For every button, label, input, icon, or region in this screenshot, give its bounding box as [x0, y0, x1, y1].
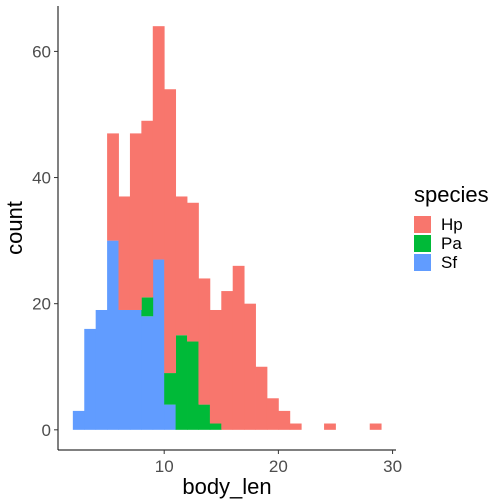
- histogram-bar-pa-13: [198, 404, 211, 430]
- legend-swatch-hp: [414, 216, 431, 233]
- histogram-bar-hp-7: [129, 133, 142, 310]
- histogram-bar-sf-7: [129, 309, 142, 430]
- histogram-bar-hp-5: [107, 133, 119, 241]
- histogram-bar-sf-5: [107, 240, 119, 430]
- histogram-bars: [72, 26, 382, 430]
- legend-title: species: [414, 182, 489, 207]
- y-axis-title: count: [2, 201, 27, 255]
- histogram-bar-hp-10: [164, 89, 177, 374]
- x-tick-label-10: 10: [155, 457, 174, 476]
- legend-swatch-pa: [414, 235, 431, 252]
- histogram-bar-hp-8: [141, 120, 154, 298]
- legend-label-hp: Hp: [441, 215, 463, 234]
- histogram-bar-hp-13: [198, 278, 211, 405]
- histogram-bar-hp-17: [244, 303, 256, 430]
- histogram-bar-pa-10: [164, 373, 177, 405]
- histogram-bar-hp-12: [187, 202, 199, 342]
- x-axis-ticks: 10 20 30: [155, 450, 402, 476]
- histogram-bar-hp-20: [278, 410, 291, 430]
- histogram-bar-hp-28: [369, 423, 382, 430]
- histogram-bar-hp-21: [289, 423, 302, 430]
- histogram-bar-hp-15: [221, 291, 234, 430]
- legend-swatch-sf: [414, 254, 431, 271]
- y-axis-ticks: 0 20 40 60: [32, 42, 58, 440]
- histogram-bar-hp-9: [152, 26, 165, 260]
- x-tick-label-30: 30: [383, 457, 402, 476]
- histogram-bar-sf-9: [152, 259, 165, 430]
- histogram-bar-pa-14: [209, 423, 222, 430]
- histogram-bar-sf-3: [84, 328, 97, 430]
- histogram-bar-pa-8: [141, 297, 154, 317]
- x-tick-label-20: 20: [269, 457, 288, 476]
- histogram-bar-sf-10: [164, 404, 177, 430]
- histogram-bar-hp-24: [324, 423, 336, 430]
- histogram-bar-pa-11: [175, 335, 188, 430]
- histogram-bar-hp-11: [175, 196, 188, 336]
- histogram-bar-sf-2: [72, 410, 85, 430]
- y-tick-label-0: 0: [42, 421, 51, 440]
- y-tick-label-60: 60: [32, 42, 51, 61]
- histogram-bar-sf-8: [141, 316, 154, 430]
- legend-label-sf: Sf: [441, 253, 457, 272]
- histogram-bar-hp-16: [232, 265, 245, 430]
- histogram-bar-hp-19: [266, 398, 279, 430]
- histogram-bar-sf-4: [95, 309, 108, 430]
- histogram-bar-hp-6: [118, 196, 131, 310]
- y-tick-label-40: 40: [32, 169, 51, 188]
- legend-label-pa: Pa: [441, 234, 462, 253]
- histogram-bar-pa-12: [187, 341, 199, 430]
- histogram-bar-hp-18: [255, 366, 268, 430]
- histogram-bar-sf-6: [118, 309, 131, 430]
- x-axis-title: body_len: [182, 474, 271, 499]
- chart-axes: [57, 6, 396, 451]
- histogram-bar-hp-14: [209, 309, 222, 424]
- y-tick-label-20: 20: [32, 295, 51, 314]
